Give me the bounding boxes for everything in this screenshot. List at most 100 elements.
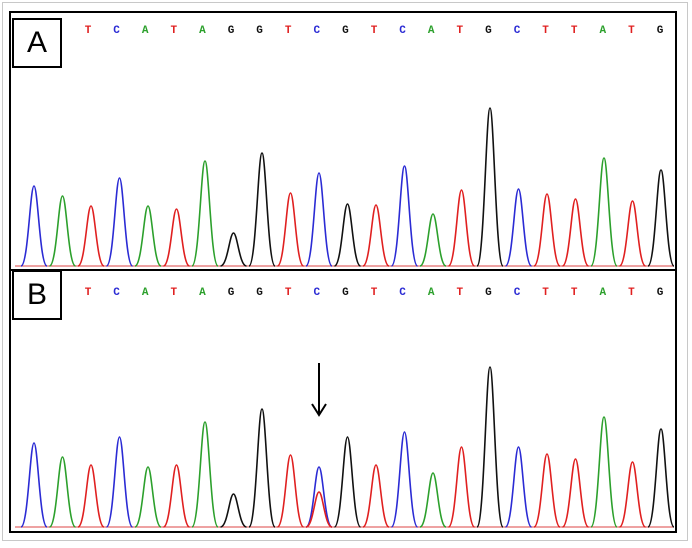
base-call-label: T [542, 25, 549, 37]
trace-peak [590, 416, 618, 528]
trace-peak [77, 464, 105, 528]
base-call-label: T [371, 25, 378, 37]
trace-peak [647, 169, 675, 267]
panel-b-traces [15, 366, 675, 528]
base-call-label: A [142, 25, 149, 37]
arrow-head [311, 403, 327, 417]
base-call-label: A [199, 25, 206, 37]
base-call-label: A [428, 287, 435, 299]
trace-peak [533, 453, 561, 528]
trace-peak [191, 160, 219, 267]
base-call-label: T [571, 287, 578, 299]
base-call-label: A [142, 287, 149, 299]
trace-peak [276, 192, 305, 267]
trace-peak [20, 185, 48, 267]
trace-peak [476, 366, 504, 528]
trace-peak [504, 188, 533, 267]
trace-peak [618, 461, 647, 528]
panel-b-label: B [12, 270, 62, 320]
trace-peak [419, 213, 447, 267]
trace-peak [362, 464, 390, 528]
panel-a-label: A [12, 18, 62, 68]
base-call-label: T [170, 287, 177, 299]
base-call-label: T [285, 287, 292, 299]
figure-frame: T C A T A G G T C G T C A T G C T T A T G T C A T A G G T C G T C A T G C T T… [2, 2, 688, 541]
trace-peak [647, 428, 675, 528]
base-call-label: T [371, 287, 378, 299]
base-call-label: C [399, 25, 406, 37]
base-call-label: C [113, 287, 120, 299]
trace-peak [618, 200, 647, 267]
trace-peak [305, 172, 333, 267]
trace-peak [533, 193, 561, 267]
trace-peak [333, 436, 362, 528]
base-call-label: G [228, 25, 235, 37]
base-call-label: G [256, 25, 263, 37]
trace-peak [20, 442, 48, 528]
base-call-label: T [628, 25, 635, 37]
trace-peak [333, 203, 362, 267]
trace-peak [305, 466, 333, 528]
trace-peak [248, 152, 276, 267]
base-call-label: G [342, 287, 349, 299]
base-call-label: A [428, 25, 435, 37]
base-call-label: A [599, 25, 606, 37]
trace-peak [362, 204, 390, 267]
trace-peak [134, 466, 162, 528]
trace-peak [419, 472, 447, 528]
base-call-label: A [199, 287, 206, 299]
base-call-label: T [542, 287, 549, 299]
base-call-label: A [599, 287, 606, 299]
base-call-label: T [628, 287, 635, 299]
trace-peak [248, 408, 276, 528]
trace-peak [305, 491, 333, 528]
base-call-label: C [113, 25, 120, 37]
trace-peak [447, 446, 476, 528]
base-call-label: T [571, 25, 578, 37]
trace-peak [447, 189, 476, 267]
base-call-label: C [313, 287, 320, 299]
base-call-label: T [170, 25, 177, 37]
chromatogram-figure: T C A T A G G T C G T C A T G C T T A T G T C A T A G G T C G T C A T G C T T… [9, 11, 677, 533]
base-call-label: C [514, 287, 521, 299]
base-call-label: C [514, 25, 521, 37]
trace-peak [504, 446, 533, 528]
base-call-label: G [657, 25, 664, 37]
trace-peak [590, 157, 618, 267]
annotation-layer [311, 363, 327, 417]
trace-peak [105, 177, 134, 267]
trace-peak [48, 195, 77, 267]
panel-b-border [9, 269, 677, 533]
base-call-label: G [485, 287, 492, 299]
base-call-label: T [456, 25, 463, 37]
trace-peak [48, 456, 77, 528]
trace-peak [220, 493, 247, 528]
base-call-label: T [285, 25, 292, 37]
trace-peak [276, 454, 305, 528]
trace-peak [390, 165, 419, 267]
panel-a-traces [15, 107, 675, 267]
base-call-label: G [256, 287, 263, 299]
trace-peak [162, 464, 191, 528]
trace-peak [162, 208, 191, 267]
base-call-label: T [85, 287, 92, 299]
trace-peak [561, 198, 590, 267]
base-call-label: C [399, 287, 406, 299]
base-call-label: C [313, 25, 320, 37]
trace-peak [77, 205, 105, 267]
base-call-label: T [85, 25, 92, 37]
trace-peak [561, 458, 590, 528]
trace-peak [390, 431, 419, 528]
trace-peak [220, 232, 247, 267]
trace-peak [476, 107, 504, 267]
trace-peak [134, 205, 162, 267]
trace-peak [191, 421, 219, 528]
base-call-label: G [657, 287, 664, 299]
base-call-label: G [228, 287, 235, 299]
base-call-label: T [456, 287, 463, 299]
base-call-label: G [342, 25, 349, 37]
base-call-label: G [485, 25, 492, 37]
trace-peak [105, 436, 134, 528]
